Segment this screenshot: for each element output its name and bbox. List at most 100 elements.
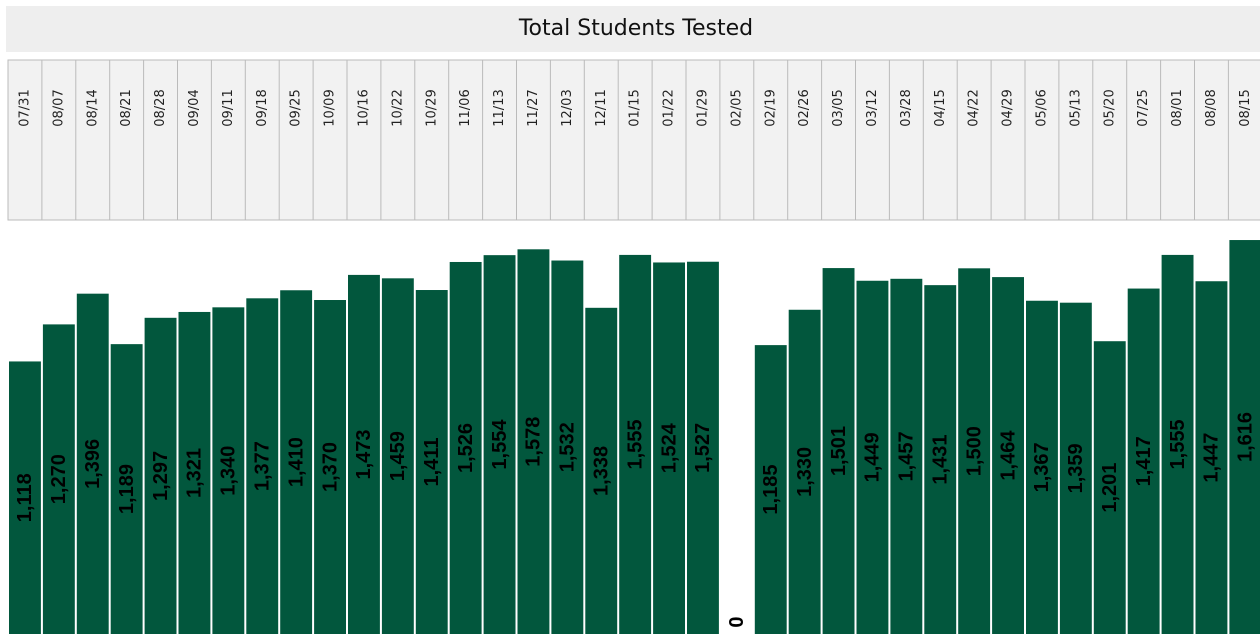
x-tick-label: 08/21 bbox=[119, 89, 134, 126]
data-label: 1,524 bbox=[658, 422, 680, 473]
data-label: 1,449 bbox=[862, 432, 884, 482]
bar bbox=[992, 277, 1024, 634]
bar bbox=[517, 249, 550, 634]
x-tick-label: 07/31 bbox=[17, 89, 32, 126]
bar bbox=[246, 298, 279, 634]
bar bbox=[924, 285, 957, 634]
bar bbox=[1026, 300, 1058, 634]
data-label: 1,118 bbox=[14, 473, 36, 522]
bar bbox=[415, 290, 448, 634]
x-tick-label: 10/16 bbox=[356, 89, 371, 126]
bar bbox=[314, 300, 346, 634]
x-tick-label: 08/01 bbox=[1170, 89, 1185, 126]
bar bbox=[280, 290, 313, 634]
data-label: 1,377 bbox=[252, 441, 274, 491]
data-label: 1,527 bbox=[692, 423, 714, 473]
data-label: 1,578 bbox=[523, 417, 545, 467]
x-tick-label: 08/07 bbox=[51, 89, 66, 126]
bar bbox=[754, 345, 787, 634]
data-label: 1,338 bbox=[591, 446, 613, 496]
x-tick-label: 04/15 bbox=[933, 89, 948, 126]
bar bbox=[1127, 288, 1160, 634]
x-tick-label: 08/28 bbox=[153, 89, 168, 126]
data-label: 1,417 bbox=[1133, 436, 1155, 486]
bar bbox=[653, 262, 685, 634]
x-tick-label: 01/22 bbox=[662, 89, 677, 126]
data-label: 1,555 bbox=[1167, 419, 1189, 469]
bar bbox=[958, 268, 991, 634]
bar bbox=[1161, 254, 1194, 634]
bar bbox=[856, 280, 889, 634]
x-tick-label: 04/22 bbox=[967, 89, 982, 126]
data-label: 1,457 bbox=[896, 431, 918, 481]
bar bbox=[619, 254, 652, 634]
data-label: 1,554 bbox=[489, 419, 511, 470]
data-label: 1,297 bbox=[150, 451, 172, 501]
data-label: 1,359 bbox=[1065, 443, 1087, 493]
data-label: 1,340 bbox=[218, 446, 240, 496]
data-label: 1,396 bbox=[82, 439, 104, 489]
data-label: 1,185 bbox=[760, 465, 782, 515]
x-tick-label: 01/29 bbox=[695, 89, 710, 126]
data-label: 1,367 bbox=[1031, 442, 1053, 492]
x-tick-label: 03/12 bbox=[865, 89, 880, 126]
bar bbox=[42, 324, 75, 634]
bar bbox=[483, 255, 516, 634]
bar bbox=[9, 361, 41, 634]
data-label: 1,370 bbox=[319, 442, 341, 492]
data-label: 1,464 bbox=[997, 430, 1019, 481]
x-tick-label: 05/20 bbox=[1102, 89, 1117, 126]
bar bbox=[822, 268, 855, 634]
x-tick-label: 12/11 bbox=[594, 89, 609, 126]
bar bbox=[1229, 240, 1260, 634]
x-tick-label: 10/22 bbox=[390, 89, 405, 126]
x-tick-label: 12/03 bbox=[560, 89, 575, 126]
x-tick-label: 08/15 bbox=[1238, 89, 1253, 126]
x-tick-label: 04/29 bbox=[1001, 89, 1016, 126]
data-label: 1,330 bbox=[794, 447, 816, 497]
bar bbox=[687, 261, 719, 634]
data-label: 1,501 bbox=[828, 426, 850, 476]
x-tick-label: 11/27 bbox=[526, 89, 541, 126]
data-label: 1,431 bbox=[930, 435, 952, 485]
x-tick-label: 05/06 bbox=[1034, 89, 1049, 126]
bar bbox=[1059, 302, 1092, 634]
data-label: 1,270 bbox=[48, 454, 70, 504]
chart-title: Total Students Tested bbox=[518, 16, 753, 41]
x-tick-label: 03/05 bbox=[831, 89, 846, 126]
title-bar bbox=[6, 6, 1260, 52]
x-tick-label: 08/08 bbox=[1204, 89, 1219, 126]
bar bbox=[212, 307, 245, 634]
x-tick-label: 11/06 bbox=[458, 89, 473, 126]
x-tick-label: 01/15 bbox=[628, 89, 643, 126]
bar bbox=[110, 344, 143, 634]
data-label: 1,410 bbox=[285, 437, 307, 487]
bar bbox=[585, 307, 618, 634]
data-label: 1,189 bbox=[116, 464, 138, 514]
bar bbox=[1093, 341, 1126, 634]
x-tick-label: 10/29 bbox=[424, 89, 439, 126]
bar bbox=[381, 278, 414, 634]
data-label: 1,459 bbox=[387, 431, 409, 481]
x-tick-label: 02/19 bbox=[763, 89, 778, 126]
bar bbox=[178, 311, 211, 634]
bar bbox=[788, 309, 821, 634]
bar bbox=[1195, 281, 1228, 634]
x-tick-label: 09/18 bbox=[255, 89, 270, 126]
x-tick-label: 02/05 bbox=[729, 89, 744, 126]
data-label: 1,616 bbox=[1235, 412, 1257, 462]
bar bbox=[76, 293, 109, 634]
x-tick-label: 09/11 bbox=[221, 89, 236, 126]
x-tick-label: 11/13 bbox=[492, 89, 507, 126]
data-label: 0 bbox=[726, 616, 748, 627]
data-label: 1,555 bbox=[624, 419, 646, 469]
x-tick-label: 09/25 bbox=[289, 89, 304, 126]
x-tick-label: 08/14 bbox=[85, 89, 100, 126]
x-tick-label: 03/28 bbox=[899, 89, 914, 126]
header-row bbox=[7, 59, 1260, 221]
data-label: 1,473 bbox=[353, 429, 375, 479]
data-label: 1,500 bbox=[963, 426, 985, 476]
data-label: 1,321 bbox=[184, 448, 206, 498]
